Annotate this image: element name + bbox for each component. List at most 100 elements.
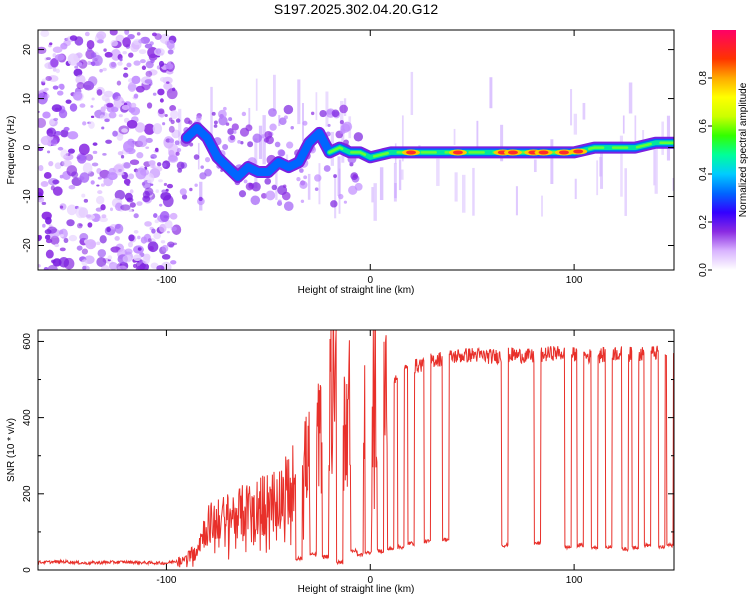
noise-blob — [42, 223, 46, 228]
noise-blob — [123, 162, 131, 169]
noise-blob — [119, 57, 123, 62]
noise-blob — [169, 212, 178, 220]
streak — [454, 172, 458, 202]
transition-blob — [228, 117, 233, 122]
noise-blob — [58, 109, 68, 119]
noise-blob — [147, 238, 152, 243]
noise-blob — [102, 153, 107, 156]
streak — [462, 174, 466, 213]
noise-blob — [158, 108, 165, 115]
noise-blob — [130, 102, 137, 108]
noise-blob — [53, 117, 59, 121]
noise-blob — [129, 159, 140, 166]
transition-blob — [340, 123, 351, 133]
noise-blob — [99, 216, 108, 223]
x-tick-label: 100 — [566, 275, 583, 286]
noise-blob — [154, 147, 159, 152]
streak — [334, 175, 337, 219]
noise-blob — [91, 162, 99, 167]
transition-blob — [300, 199, 305, 203]
noise-blob — [60, 129, 69, 138]
noise-blob — [127, 33, 135, 40]
noise-blob — [52, 179, 60, 185]
noise-blob — [112, 130, 118, 137]
streak — [436, 158, 440, 186]
noise-blob — [137, 247, 142, 251]
noise-blob — [154, 219, 159, 224]
noise-blob — [69, 103, 78, 112]
transition-blob — [227, 128, 234, 135]
transition-blob — [195, 115, 202, 122]
transition-blob — [331, 109, 340, 118]
noise-blob — [82, 121, 87, 126]
noise-blob — [101, 126, 105, 130]
streak — [393, 162, 397, 202]
noise-blob — [120, 204, 131, 211]
noise-blob — [133, 213, 139, 219]
noise-blob — [123, 178, 131, 185]
spectrogram-xlabel: Height of straight line (km) — [298, 285, 415, 296]
noise-blob — [72, 91, 83, 101]
transition-blob — [204, 157, 211, 163]
noise-blob — [166, 88, 178, 100]
noise-blob — [78, 143, 90, 156]
noise-blob — [79, 103, 86, 108]
noise-blob — [59, 228, 68, 239]
noise-blob — [166, 183, 174, 189]
transition-blob — [271, 184, 278, 191]
transition-blob — [211, 111, 216, 116]
transition-blob — [327, 123, 331, 127]
noise-blob — [116, 80, 122, 86]
noise-blob — [85, 214, 92, 218]
noise-blob — [58, 257, 70, 268]
noise-blob — [96, 89, 103, 96]
noise-blob — [65, 99, 72, 104]
noise-blob — [167, 241, 175, 248]
noise-blob — [90, 180, 95, 185]
noise-blob — [97, 249, 107, 258]
noise-blob — [74, 65, 79, 69]
streak — [379, 167, 384, 201]
transition-blob — [247, 141, 254, 148]
transition-blob — [290, 125, 294, 130]
noise-blob — [135, 265, 144, 270]
noise-blob — [145, 60, 154, 69]
noise-blob — [76, 222, 83, 229]
noise-blob — [144, 187, 154, 196]
noise-blob — [131, 75, 141, 85]
transition-blob — [231, 123, 239, 131]
colorbar-label: Normalized spectral amplitude — [738, 82, 749, 217]
noise-blob — [48, 160, 54, 167]
noise-blob — [106, 102, 114, 108]
noise-blob — [136, 32, 141, 36]
transition-blob — [237, 139, 241, 144]
transition-blob — [283, 201, 294, 212]
noise-blob — [161, 254, 171, 260]
noise-blob — [100, 106, 106, 113]
x-tick-label: 100 — [566, 575, 583, 586]
noise-blob — [41, 78, 46, 83]
colorbar-gradient — [712, 30, 736, 270]
x-tick-label: 0 — [367, 575, 373, 586]
transition-blob — [338, 193, 344, 200]
noise-blob — [159, 98, 164, 103]
transition-blob — [241, 111, 247, 117]
noise-blob — [79, 172, 90, 183]
transition-blob — [303, 175, 308, 180]
streak — [297, 79, 301, 125]
noise-blob — [82, 265, 87, 270]
transition-blob — [265, 135, 274, 145]
noise-blob — [115, 202, 123, 211]
snr-series-line — [38, 330, 674, 568]
noise-blob — [107, 172, 118, 181]
noise-blob — [159, 223, 167, 233]
noise-blob — [145, 70, 153, 78]
noise-blob — [75, 74, 86, 85]
streak — [489, 77, 493, 109]
hot-spot-core — [538, 150, 549, 155]
noise-blob — [60, 149, 69, 159]
streak — [398, 159, 402, 191]
noise-blob — [150, 262, 159, 269]
noise-blob — [102, 67, 107, 72]
noise-blob — [136, 201, 143, 206]
